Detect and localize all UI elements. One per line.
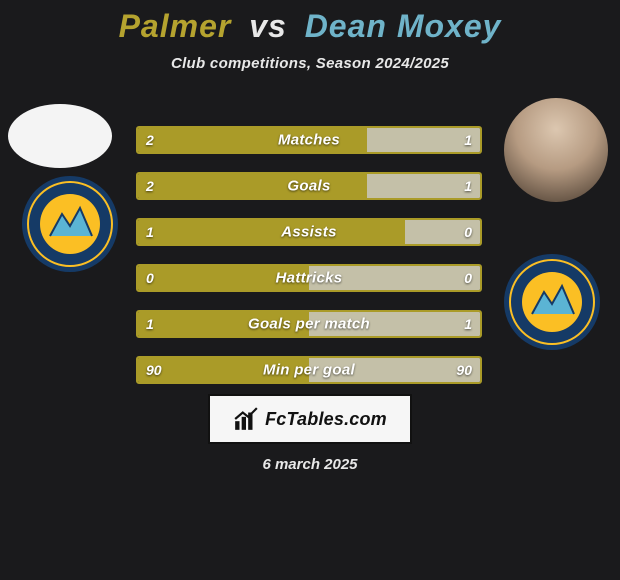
title-player1: Palmer [119, 8, 232, 44]
stat-row: 1 1 Goals per match [136, 310, 482, 338]
player1-club-crest [20, 174, 120, 274]
stat-fill-left [138, 220, 405, 244]
stat-value-left: 0 [146, 270, 154, 286]
stat-label: Min per goal [263, 362, 355, 379]
stat-fill-right [367, 128, 480, 152]
player2-club-crest [502, 252, 602, 352]
brand-logo-icon [233, 406, 259, 432]
stat-fill-left [138, 174, 367, 198]
stat-value-right: 1 [464, 316, 472, 332]
stat-value-right: 0 [464, 224, 472, 240]
stat-label: Goals per match [248, 316, 370, 333]
stats-container: 2 1 Matches 2 1 Goals 1 0 Assists 0 0 Hattricks 1 1 Go… [136, 126, 482, 402]
stat-row: 1 0 Assists [136, 218, 482, 246]
stat-label: Matches [278, 132, 340, 149]
stat-row: 2 1 Matches [136, 126, 482, 154]
stat-row: 90 90 Min per goal [136, 356, 482, 384]
stat-value-right: 1 [464, 132, 472, 148]
stat-label: Goals [287, 178, 330, 195]
crest-icon [502, 252, 602, 352]
stat-value-right: 1 [464, 178, 472, 194]
date-text: 6 march 2025 [262, 456, 357, 473]
stat-value-left: 2 [146, 132, 154, 148]
title-vs: vs [249, 8, 287, 44]
page-title: Palmer vs Dean Moxey [0, 0, 620, 45]
player2-avatar [504, 98, 608, 202]
subtitle: Club competitions, Season 2024/2025 [0, 55, 620, 72]
stat-row: 2 1 Goals [136, 172, 482, 200]
stat-value-right: 0 [464, 270, 472, 286]
player1-avatar [8, 104, 112, 168]
stat-value-left: 1 [146, 224, 154, 240]
stat-fill-right [367, 174, 480, 198]
stat-value-right: 90 [456, 362, 472, 378]
crest-icon [20, 174, 120, 274]
stat-value-left: 2 [146, 178, 154, 194]
brand-text: FcTables.com [265, 409, 387, 430]
stat-value-left: 1 [146, 316, 154, 332]
stat-label: Assists [281, 224, 336, 241]
stat-label: Hattricks [276, 270, 343, 287]
stat-row: 0 0 Hattricks [136, 264, 482, 292]
brand-badge: FcTables.com [208, 394, 412, 444]
title-player2: Dean Moxey [305, 8, 502, 44]
stat-value-left: 90 [146, 362, 162, 378]
